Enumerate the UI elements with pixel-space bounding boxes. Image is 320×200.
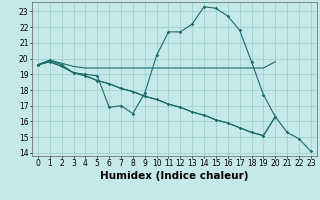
X-axis label: Humidex (Indice chaleur): Humidex (Indice chaleur) [100, 171, 249, 181]
